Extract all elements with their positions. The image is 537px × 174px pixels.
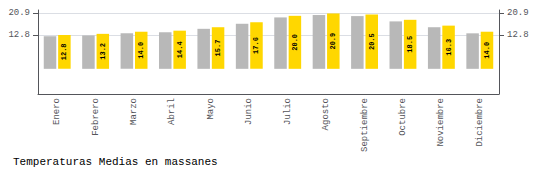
svg-text:20.9: 20.9 — [329, 33, 337, 50]
svg-text:14.0: 14.0 — [137, 42, 145, 59]
svg-text:Septiembre: Septiembre — [360, 98, 370, 152]
svg-text:Noviembre: Noviembre — [436, 98, 446, 147]
svg-text:Temperaturas Medias en massane: Temperaturas Medias en massanes — [13, 156, 218, 168]
svg-text:16.3: 16.3 — [445, 39, 453, 56]
svg-text:20.9: 20.9 — [507, 8, 529, 18]
svg-text:12.8: 12.8 — [507, 30, 529, 40]
svg-text:20.9: 20.9 — [8, 8, 30, 18]
svg-text:Agosto: Agosto — [321, 98, 331, 130]
svg-text:13.2: 13.2 — [99, 43, 107, 60]
svg-text:20.0: 20.0 — [291, 34, 299, 51]
svg-text:Febrero: Febrero — [91, 98, 101, 136]
svg-text:15.7: 15.7 — [214, 40, 222, 57]
svg-text:Mayo: Mayo — [206, 98, 216, 120]
svg-text:14.0: 14.0 — [483, 42, 491, 59]
svg-text:Junio: Junio — [244, 98, 254, 125]
svg-text:17.6: 17.6 — [252, 37, 260, 54]
svg-text:12.8: 12.8 — [60, 43, 68, 60]
svg-text:Julio: Julio — [283, 98, 293, 125]
svg-text:Abril: Abril — [167, 98, 177, 125]
svg-text:12.8: 12.8 — [8, 30, 30, 40]
svg-text:18.5: 18.5 — [406, 36, 414, 53]
svg-text:14.4: 14.4 — [176, 41, 184, 58]
svg-text:Octubre: Octubre — [398, 98, 408, 136]
svg-text:Diciembre: Diciembre — [475, 98, 485, 147]
svg-text:20.5: 20.5 — [368, 33, 376, 50]
svg-text:Enero: Enero — [52, 98, 62, 125]
svg-text:Marzo: Marzo — [129, 98, 139, 125]
